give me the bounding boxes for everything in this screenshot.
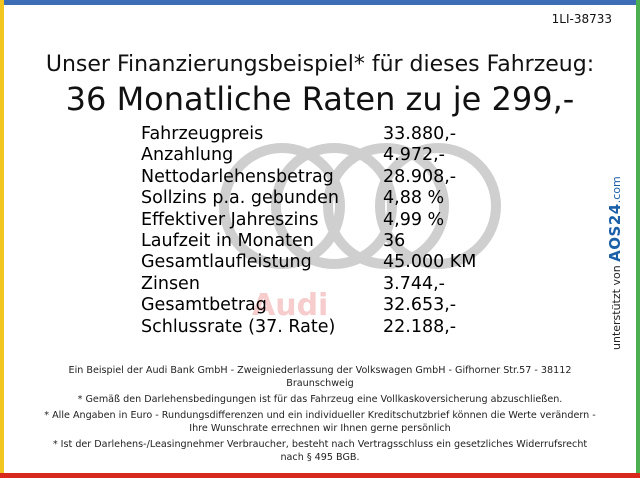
watermark-text: Audi	[252, 288, 328, 323]
row-value: 45.000 KM	[383, 252, 477, 273]
logo: AOS24	[606, 203, 624, 262]
row-label: Gesamtlaufleistung	[141, 252, 312, 273]
footnote: * Alle Angaben in Euro - Rundungsdiffere…	[44, 410, 596, 434]
row-label: Nettodarlehensbetrag	[141, 166, 334, 187]
sidebar: unterstützt von AOS24.com	[606, 176, 624, 350]
footnote: Ein Beispiel der Audi Bank GmbH - Zweign…	[68, 365, 572, 389]
listing-id: 1LI-38733	[551, 12, 612, 26]
row-value: 33.880,-	[383, 124, 457, 144]
sidebar-text: unterstützt von	[610, 265, 623, 350]
row-value: 4.972,-	[383, 145, 445, 166]
audi-rings	[219, 143, 501, 269]
row-value: 36	[383, 230, 406, 251]
bottom-border	[0, 473, 640, 478]
row-label: Laufzeit in Monaten	[141, 230, 314, 251]
row-label: Sollzins p.a. gebunden	[141, 188, 340, 209]
footnote: * Ist der Darlehens-/Leasingnehmer Verbr…	[52, 439, 588, 463]
row-value: 3.744,-	[383, 273, 445, 294]
title: Unser Finanzierungsbeispiel* für dieses …	[45, 52, 595, 77]
row-label: Effektiver Jahreszins	[141, 209, 319, 230]
row-label: Schlussrate (37. Rate)	[141, 316, 336, 337]
row-value: 32.653,-	[383, 295, 457, 316]
row-value: 28.908,-	[383, 166, 457, 187]
row-value: 4,99 %	[383, 209, 445, 230]
footnote: * Gemäß den Darlehensbedingungen ist für…	[77, 394, 563, 405]
footnotes: Ein Beispiel der Audi Bank GmbH - Zweign…	[40, 364, 600, 467]
top-border	[0, 0, 640, 5]
left-border	[0, 0, 4, 478]
logo-suffix: .com	[610, 176, 623, 204]
subtitle: 36 Monatliche Raten zu je 299,-	[65, 80, 575, 118]
row-label: Fahrzeugpreis	[141, 124, 264, 144]
row-value: 4,88 %	[383, 188, 445, 209]
row-label: Gesamtbetrag	[141, 295, 267, 316]
row-label: Anzahlung	[141, 145, 234, 166]
right-border	[636, 0, 640, 478]
row-value: 22.188,-	[383, 316, 457, 337]
row-label: Zinsen	[141, 273, 200, 294]
